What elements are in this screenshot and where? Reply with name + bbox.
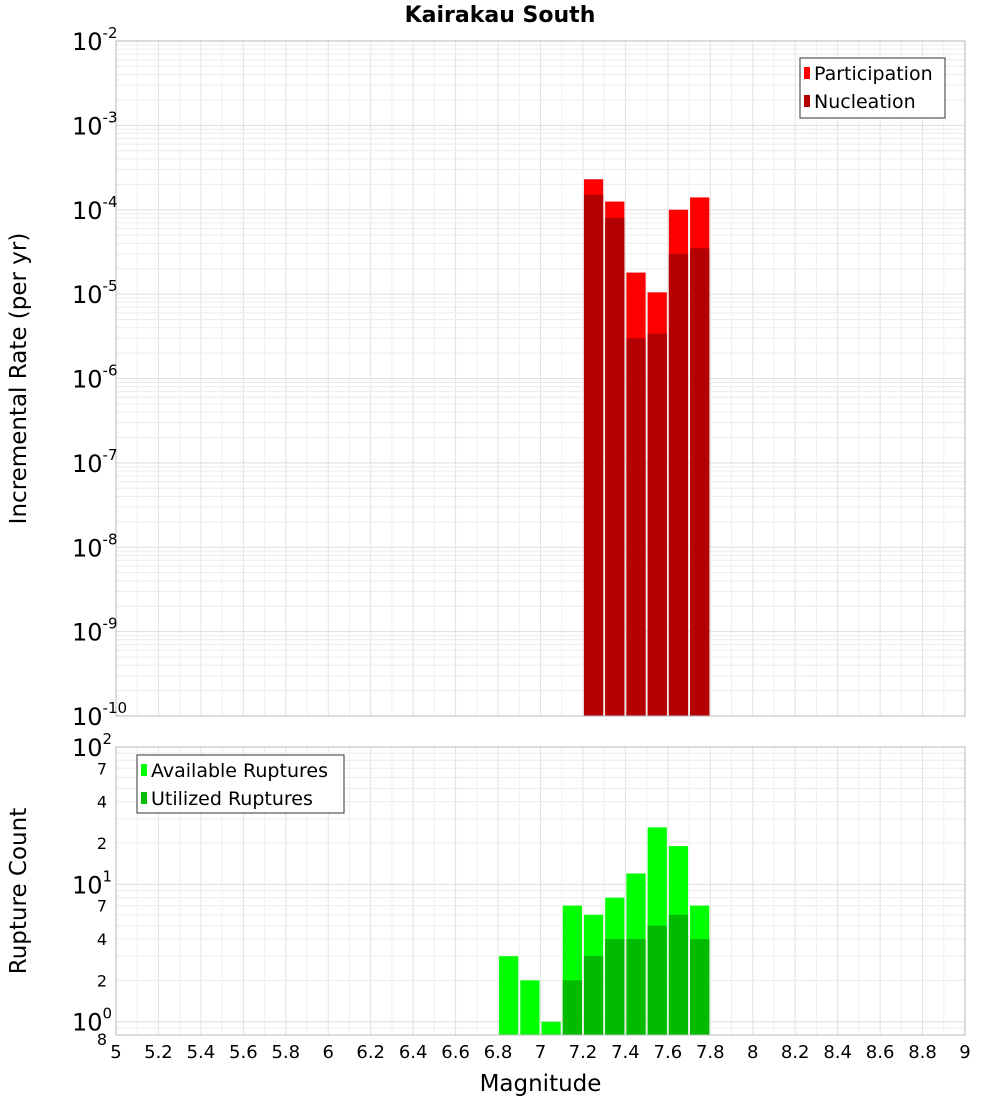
x-tick-label: 6 (323, 1042, 334, 1063)
x-tick-label: 8.6 (866, 1042, 895, 1063)
x-tick-label: 5.4 (187, 1042, 216, 1063)
top-bar-series2 (605, 217, 625, 716)
bottom-y-tick-label: 7 (97, 897, 107, 916)
bottom-legend-label: Available Ruptures (151, 760, 328, 782)
top-y-tick-label: 10-7 (72, 446, 118, 478)
x-tick-label: 7.4 (611, 1042, 640, 1063)
top-y-tick-label: 10-6 (72, 362, 118, 394)
x-axis-label: Magnitude (480, 1071, 602, 1097)
bottom-y-tick-label: 2 (97, 834, 107, 853)
bottom-legend-label: Utilized Ruptures (151, 788, 313, 810)
bottom-plot-border (115, 746, 966, 1036)
top-y-tick-labels: 10-2 10-3 10-4 10-5 10-6 10-7 10-8 10-9 10-10 (72, 24, 127, 731)
x-tick-label: 8 (747, 1042, 758, 1063)
top-y-tick-label: 10-5 (72, 277, 118, 309)
top-panel: 10-2 10-3 10-4 10-5 10-6 10-7 10-8 10-9 10-10 Inc… (6, 24, 966, 731)
top-y-tick-label: 10-8 (72, 530, 118, 562)
top-y-tick-label: 10-4 (72, 193, 118, 225)
bottom-y-axis-label: Rupture Count (6, 808, 32, 974)
x-tick-label: 5.6 (229, 1042, 258, 1063)
x-tick-label: 7.2 (569, 1042, 598, 1063)
x-tick-labels: 5 5.2 5.4 5.6 5.8 6 6.2 6.4 6.6 6.8 7 7.2 7.4 7.6 7.8 8… (110, 1042, 970, 1063)
bottom-legend: Available Ruptures Utilized Ruptures (136, 754, 345, 814)
x-tick-label: 6.6 (441, 1042, 470, 1063)
bottom-bar-series2 (690, 939, 710, 1035)
bottom-bar-series1 (499, 956, 519, 1035)
x-tick-label: 5.2 (144, 1042, 173, 1063)
chart-title: Kairakau South (405, 3, 596, 28)
top-bar-series2 (668, 253, 689, 716)
x-tick-label: 6.4 (399, 1042, 428, 1063)
x-tick-label: 9 (959, 1042, 970, 1063)
top-legend-label: Participation (814, 63, 933, 85)
x-tick-label: 8.8 (908, 1042, 937, 1063)
x-tick-label: 7 (535, 1042, 546, 1063)
bottom-bar-series2 (562, 980, 582, 1035)
x-tick-label: 6.8 (484, 1042, 513, 1063)
top-legend: Participation Nucleation (799, 57, 946, 119)
bottom-y-tick-label: 2 (97, 971, 107, 990)
bottom-bar-series1 (520, 980, 540, 1035)
top-plot-border (115, 40, 966, 717)
bottom-legend-box (136, 754, 345, 814)
x-tick-label: 6.2 (356, 1042, 385, 1063)
bottom-y-tick-label: 8 (97, 1030, 107, 1049)
bottom-y-tick-label: 102 (72, 730, 112, 762)
top-legend-label: Nucleation (814, 91, 916, 113)
top-legend-swatch (804, 67, 810, 79)
top-y-axis-label: Incremental Rate (per yr) (6, 233, 32, 525)
bottom-bar-series2 (668, 914, 689, 1035)
bottom-y-tick-label: 4 (97, 793, 107, 812)
x-tick-label: 8.4 (823, 1042, 852, 1063)
x-tick-label: 8.2 (781, 1042, 810, 1063)
bottom-bar-series1 (541, 1021, 561, 1035)
top-bar-series2 (583, 194, 604, 716)
bottom-y-tick-label: 4 (97, 930, 107, 949)
x-tick-label: 7.6 (654, 1042, 683, 1063)
bottom-legend-swatch (141, 764, 147, 776)
x-tick-label: 5.8 (271, 1042, 300, 1063)
bottom-bar-series2 (647, 925, 667, 1035)
top-legend-swatch (804, 95, 810, 107)
bottom-bar-series2 (583, 956, 604, 1035)
top-y-tick-label: 10-2 (72, 24, 118, 56)
bottom-bars (499, 827, 710, 1035)
bottom-bar-series2 (605, 939, 625, 1035)
x-tick-label: 7.8 (696, 1042, 725, 1063)
top-bar-series2 (647, 333, 667, 716)
x-tick-label: 5 (110, 1042, 121, 1063)
top-bar-series2 (690, 248, 710, 717)
bottom-y-tick-label: 7 (97, 759, 107, 778)
bottom-y-tick-label: 101 (72, 867, 112, 899)
bottom-bar-series2 (626, 939, 646, 1035)
top-bars (583, 179, 710, 717)
bottom-legend-swatch (141, 792, 147, 804)
top-y-tick-label: 10-10 (72, 699, 127, 731)
top-y-tick-label: 10-9 (72, 615, 118, 647)
top-bar-series2 (626, 338, 646, 716)
bottom-y-tick-label: 100 (72, 1005, 112, 1037)
top-y-tick-label: 10-3 (72, 108, 118, 140)
top-legend-box (799, 57, 946, 119)
